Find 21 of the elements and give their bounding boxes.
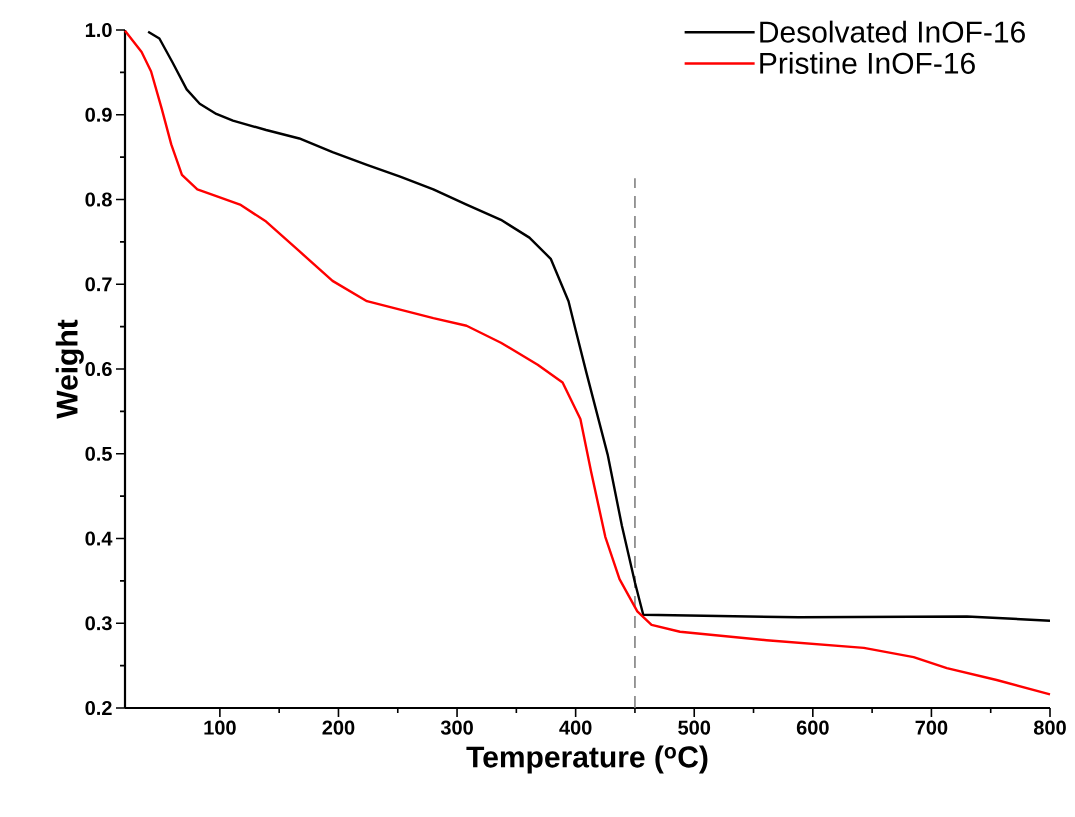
- x-tick-label: 200: [322, 720, 355, 735]
- y-tick-label: 0.4: [85, 531, 113, 546]
- y-tick-label: 0.7: [85, 277, 112, 292]
- y-axis-title: Weight: [55, 319, 84, 419]
- x-tick-label: 400: [559, 720, 592, 735]
- y-tick-label: 1.0: [85, 22, 112, 38]
- x-tick-label: 600: [796, 720, 829, 735]
- x-tick-label: 100: [204, 720, 236, 735]
- y-tick-label: 0.2: [85, 700, 112, 716]
- x-tick-label: 300: [440, 720, 473, 735]
- y-tick-label: 0.3: [85, 616, 112, 631]
- y-tick-label: 0.5: [85, 446, 112, 461]
- y-tick-label: 0.6: [85, 361, 112, 377]
- legend-label: Desolvated InOF-16: [760, 20, 1025, 43]
- y-tick-label: 0.9: [85, 107, 112, 122]
- x-axis-title: Temperature ($^{o}$C): [466, 745, 708, 774]
- x-tick-label: 800: [1033, 720, 1066, 735]
- legend-label: Pristine InOF-16: [760, 51, 975, 74]
- y-tick-label: 0.8: [85, 192, 112, 207]
- x-tick-label: 500: [678, 720, 711, 735]
- x-tick-label: 700: [915, 720, 948, 735]
